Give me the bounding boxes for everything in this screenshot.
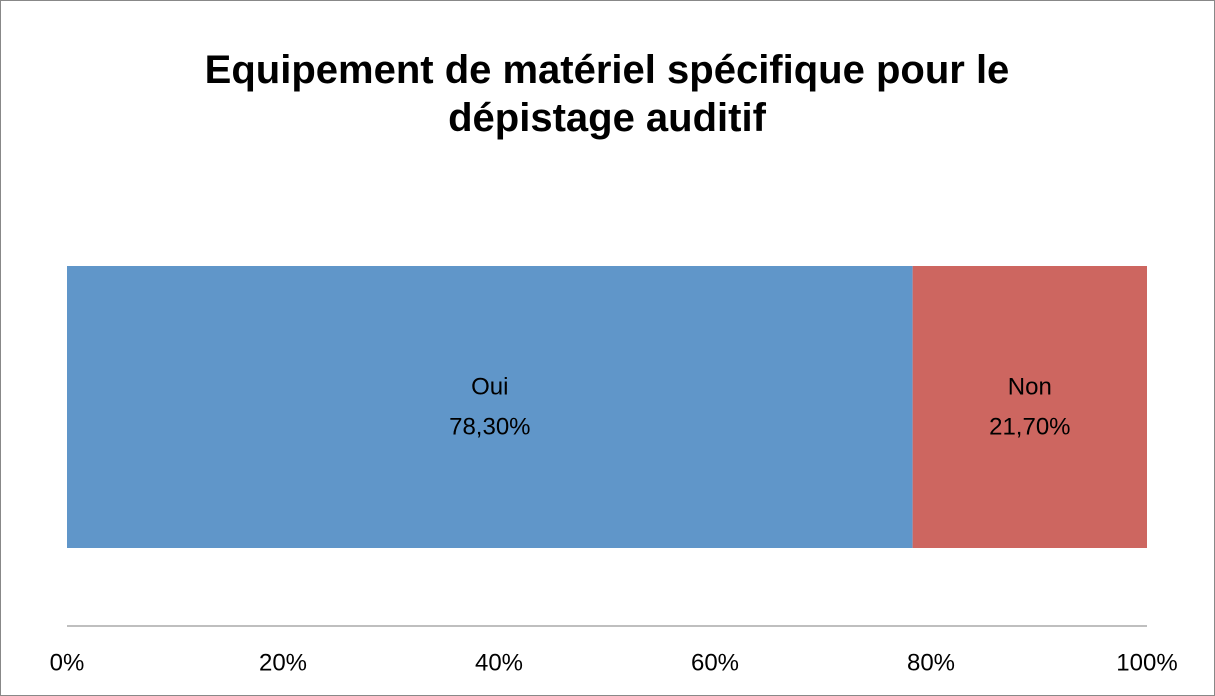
x-tick-label: 100%	[1116, 649, 1177, 676]
series-label: Oui	[471, 373, 508, 400]
bar-segment	[912, 266, 1147, 548]
x-tick-label: 0%	[50, 649, 85, 676]
series-label: Non	[1008, 373, 1052, 400]
x-tick-label: 20%	[259, 649, 307, 676]
x-tick-label: 40%	[475, 649, 523, 676]
x-tick-label: 80%	[907, 649, 955, 676]
x-tick-label: 60%	[691, 649, 739, 676]
data-label: 21,70%	[989, 413, 1070, 440]
bar-segment	[67, 266, 913, 548]
data-label: 78,30%	[449, 413, 530, 440]
chart-title: Equipement de matériel spécifique pour l…	[204, 48, 1010, 140]
